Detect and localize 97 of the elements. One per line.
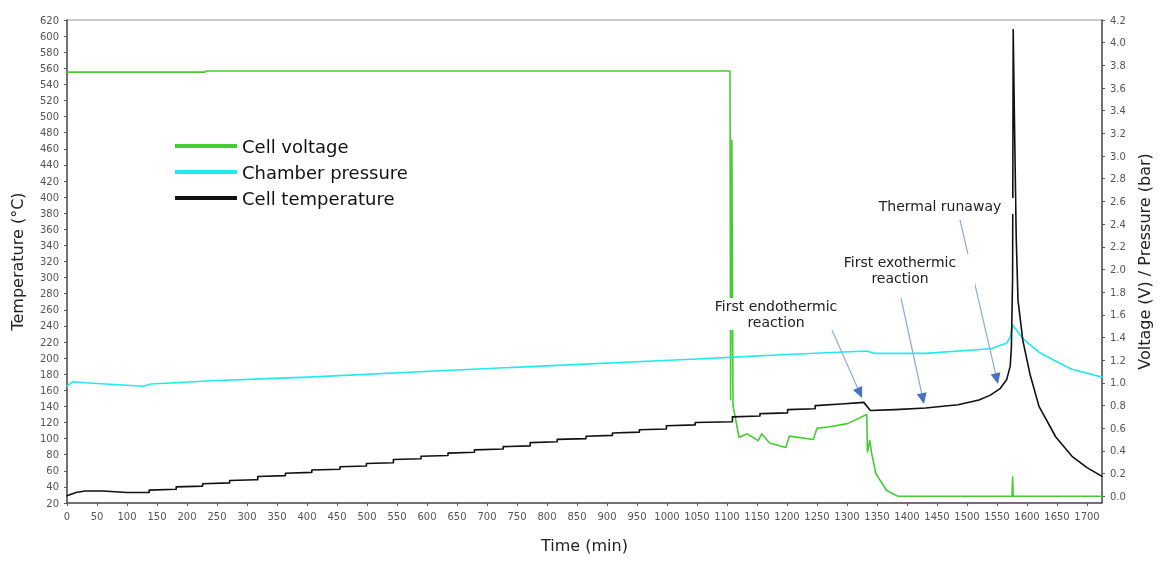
x-tick-label: 200	[177, 510, 197, 522]
y2-tick-label: 1.2	[1110, 354, 1126, 366]
y-tick-label: 120	[39, 417, 59, 428]
y2-tick-label: 2.2	[1110, 241, 1126, 253]
y2-tick-label: 3.0	[1110, 150, 1126, 162]
annotation: First exothermic reaction	[825, 254, 975, 286]
x-tick-label: 1450	[924, 510, 950, 522]
y2-tick-label: 0.4	[1110, 445, 1126, 457]
x-tick-label: 250	[207, 510, 227, 522]
y-axis-title: Temperature (°C)	[7, 192, 27, 332]
x-tick-label: 700	[477, 510, 497, 522]
y2-tick-label: 4.0	[1110, 37, 1126, 49]
x-tick-label: 1650	[1044, 510, 1070, 522]
x-tick-label: 550	[387, 510, 407, 522]
y-tick-label: 100	[39, 433, 59, 445]
x-tick-label: 0	[63, 510, 71, 522]
y-tick-label: 620	[39, 14, 59, 26]
x-tick-label: 1400	[894, 510, 920, 522]
y-tick-label: 160	[39, 384, 59, 396]
y-tick-label: 220	[39, 336, 59, 348]
y2-tick-label: 2.4	[1110, 218, 1126, 230]
x-tick-label: 950	[627, 510, 647, 522]
y2-tick-label: 2.0	[1110, 263, 1126, 275]
y-tick-label: 420	[39, 175, 59, 187]
y-tick-label: 400	[39, 191, 59, 203]
y2-axis-title: Voltage (V) / Pressure (bar)	[1135, 153, 1155, 370]
x-tick-label: 1600	[1014, 510, 1040, 522]
y-tick-label: 580	[39, 46, 59, 58]
x-axis-title: Time (min)	[540, 535, 628, 555]
y-tick-label: 280	[39, 288, 59, 300]
y-tick-label: 380	[39, 207, 59, 219]
y-tick-label: 440	[39, 159, 59, 171]
y-tick-label: 520	[39, 95, 59, 106]
x-tick-label: 1700	[1074, 510, 1100, 522]
x-tick-label: 300	[237, 510, 257, 522]
y2-tick-label: 0.8	[1110, 399, 1126, 411]
x-tick-label: 900	[597, 510, 617, 522]
y-tick-label: 240	[39, 320, 59, 332]
y-tick-label: 200	[39, 352, 59, 364]
y2-tick-label: 3.4	[1110, 105, 1126, 117]
y-tick-label: 40	[46, 481, 59, 493]
y2-tick-label: 3.8	[1110, 59, 1126, 71]
y2-tick-label: 4.2	[1110, 14, 1126, 26]
x-tick-label: 350	[267, 510, 287, 522]
y-tick-label: 140	[39, 400, 59, 412]
y-tick-label: 60	[46, 465, 59, 477]
y2-tick-label: 1.0	[1110, 377, 1126, 389]
y-tick-label: 320	[39, 256, 59, 267]
x-tick-label: 1300	[834, 510, 860, 522]
y-tick-label: 360	[39, 223, 59, 235]
y2-tick-label: 1.8	[1110, 286, 1126, 298]
annotation: First endothermic reaction	[701, 298, 851, 330]
y-tick-label: 180	[39, 368, 59, 380]
y-tick-label: 20	[46, 497, 59, 509]
x-tick-label: 850	[567, 510, 587, 522]
x-tick-label: 800	[537, 510, 557, 522]
legend-label: Cell temperature	[242, 187, 395, 209]
x-tick-label: 1550	[984, 510, 1010, 522]
y-tick-label: 560	[39, 62, 59, 74]
x-tick-label: 1200	[774, 510, 800, 522]
x-tick-label: 600	[417, 510, 437, 522]
y2-tick-label: 2.6	[1110, 195, 1126, 207]
y-tick-label: 260	[39, 304, 59, 316]
x-tick-label: 500	[357, 510, 377, 522]
x-tick-label: 50	[90, 510, 104, 522]
x-tick-label: 750	[507, 510, 527, 522]
legend-label: Cell voltage	[242, 135, 349, 157]
x-tick-label: 450	[327, 510, 347, 522]
y2-tick-label: 0.2	[1110, 468, 1126, 480]
x-tick-label: 100	[117, 510, 137, 522]
y-tick-label: 340	[39, 239, 59, 251]
y2-tick-label: 0.0	[1110, 490, 1126, 502]
legend-label: Chamber pressure	[242, 161, 408, 183]
y2-tick-label: 1.6	[1110, 309, 1126, 321]
x-tick-label: 650	[447, 510, 467, 522]
y2-tick-label: 3.2	[1110, 127, 1126, 139]
y-tick-label: 460	[39, 143, 59, 155]
y-tick-label: 500	[39, 111, 59, 123]
y-tick-label: 300	[39, 272, 59, 284]
annotation: Thermal runaway	[865, 198, 1015, 214]
y-tick-label: 540	[39, 78, 59, 90]
x-tick-label: 1050	[684, 510, 710, 522]
x-tick-label: 1350	[864, 510, 890, 522]
y2-tick-label: 2.8	[1110, 173, 1126, 185]
x-tick-label: 400	[297, 510, 317, 522]
y-tick-label: 480	[39, 127, 59, 139]
y2-tick-label: 3.6	[1110, 82, 1126, 94]
x-tick-label: 1000	[654, 510, 680, 522]
x-tick-label: 1100	[714, 510, 740, 522]
x-tick-label: 1150	[744, 510, 770, 522]
y-tick-label: 600	[39, 30, 59, 42]
y2-tick-label: 1.4	[1110, 331, 1126, 343]
y-tick-label: 80	[46, 449, 59, 461]
y2-tick-label: 0.6	[1110, 422, 1126, 434]
x-tick-label: 1250	[804, 510, 830, 522]
x-tick-label: 150	[147, 510, 167, 522]
x-tick-label: 1500	[954, 510, 980, 522]
